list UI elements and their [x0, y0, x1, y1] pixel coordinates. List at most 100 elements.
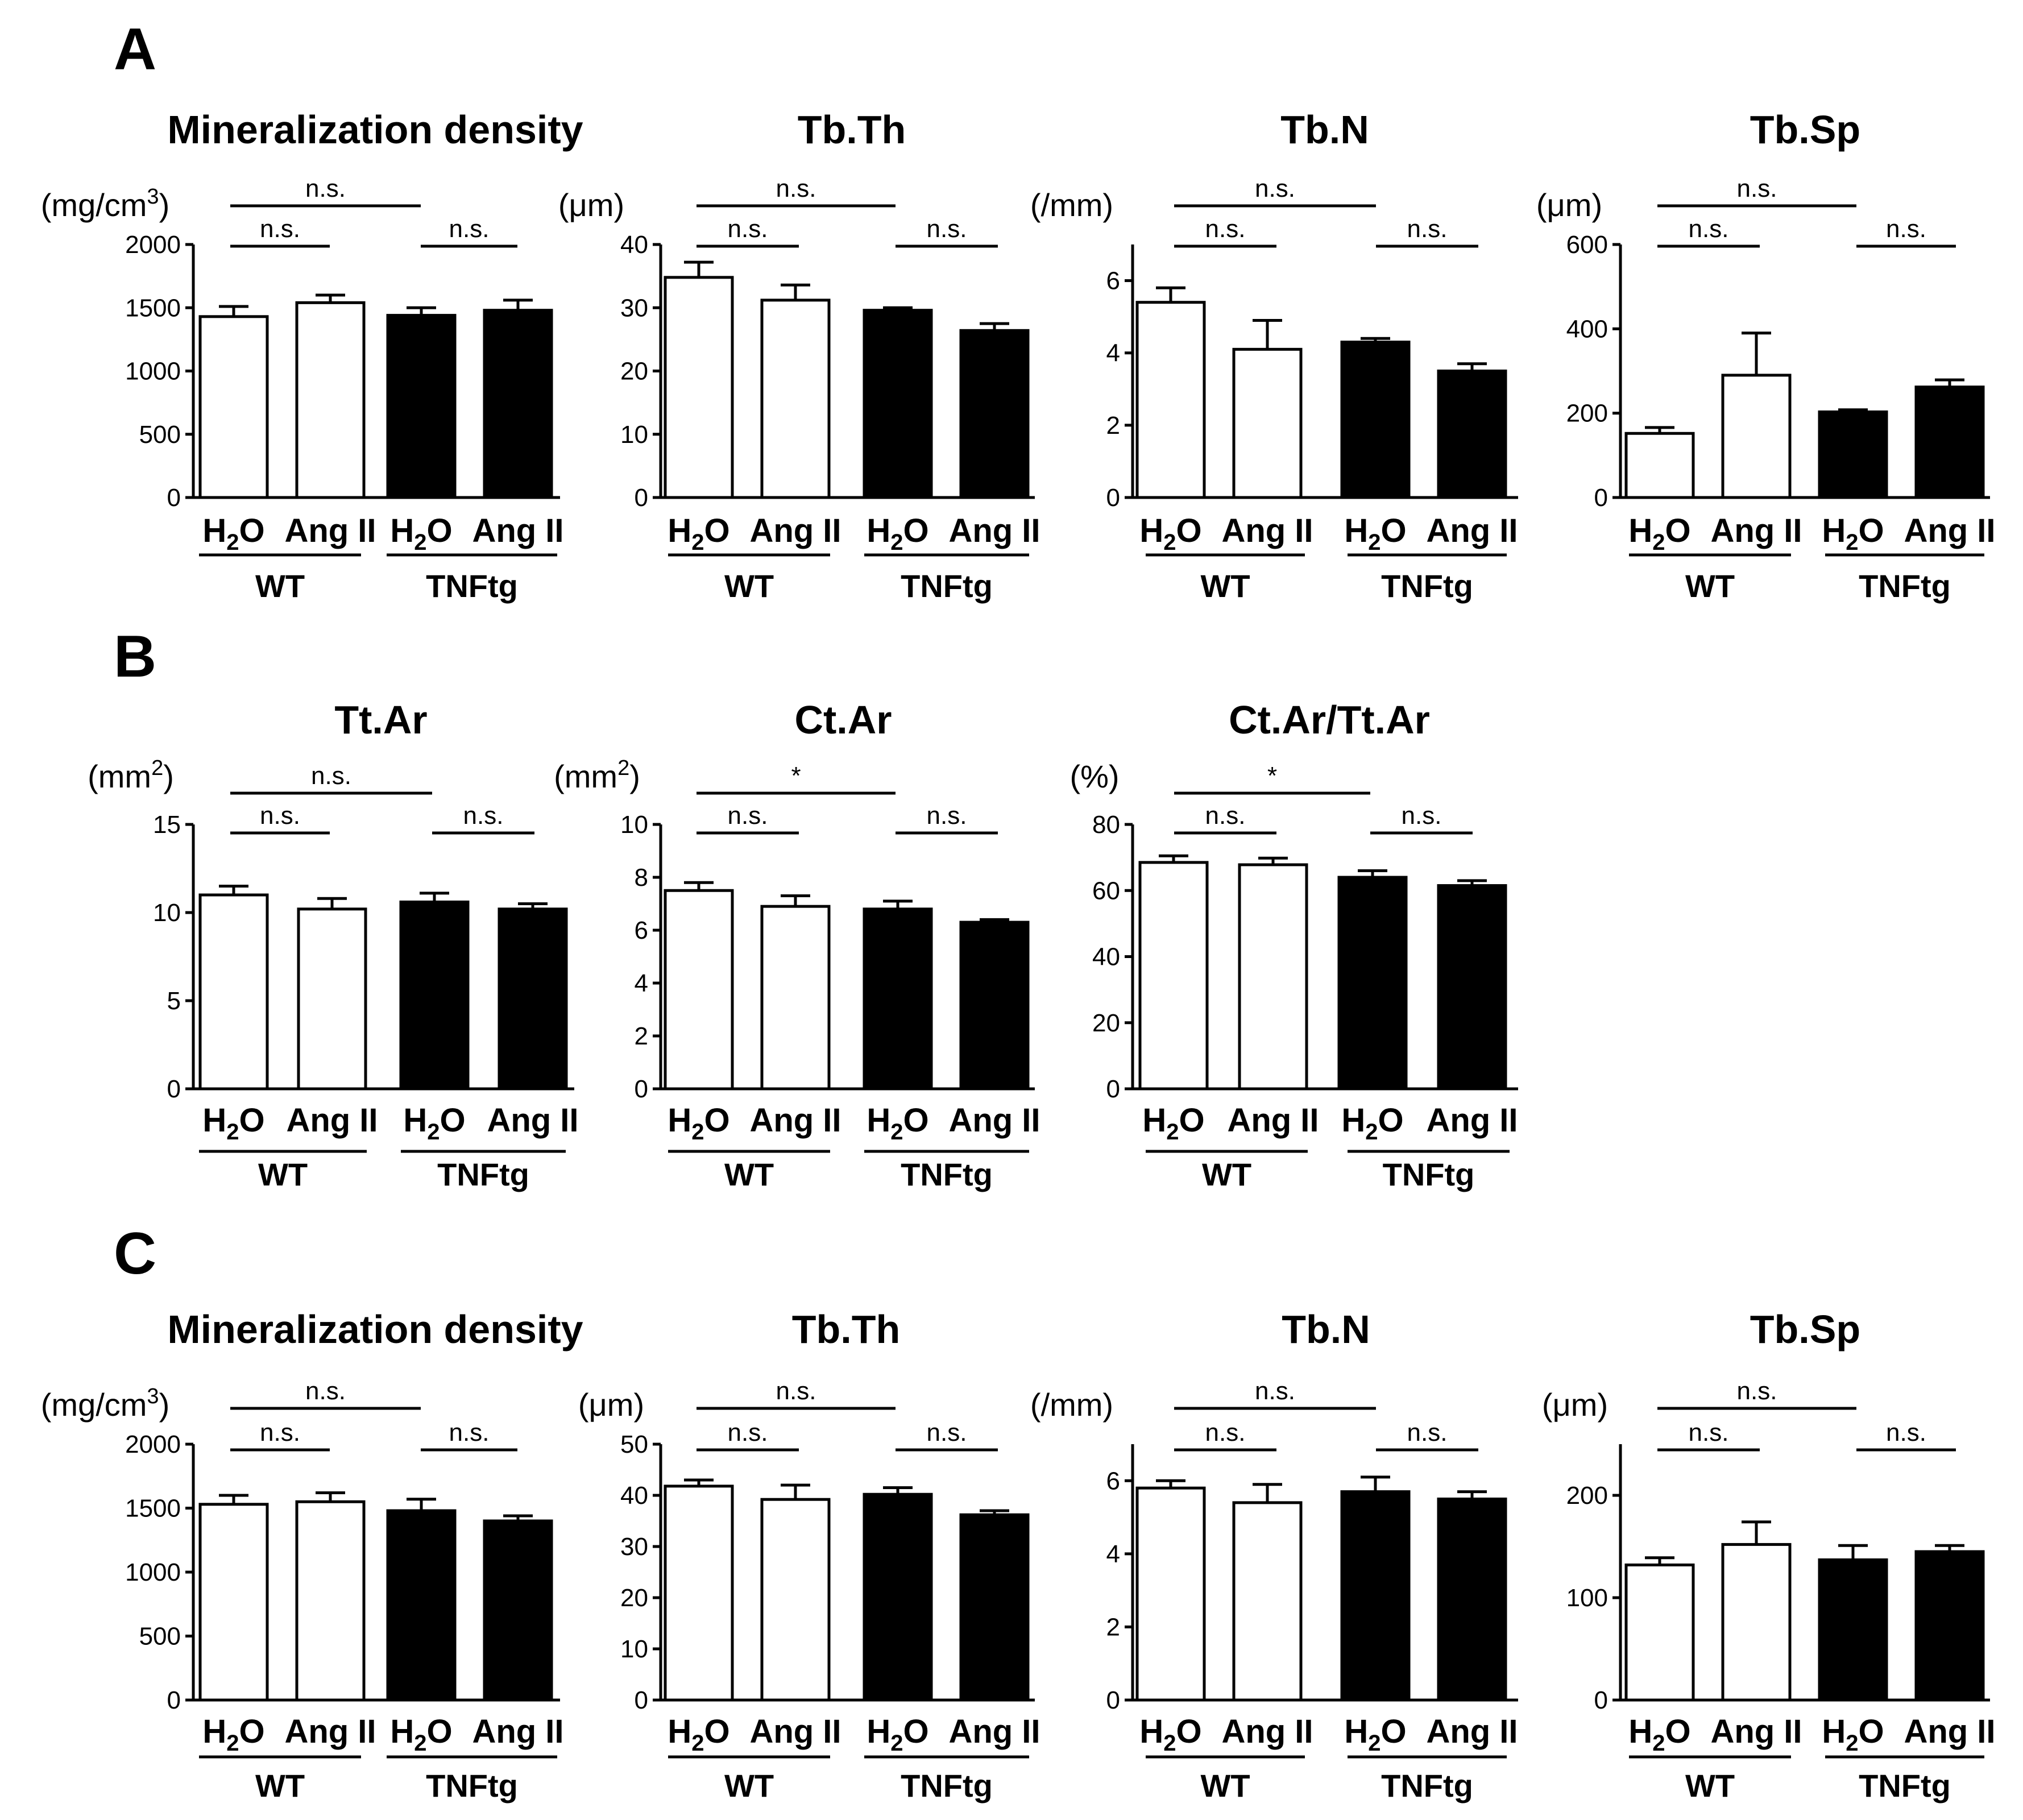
chart-8: Mineralization density (mg/cm3) 0 500 1000 15…	[41, 1307, 583, 1804]
x-category-label: Ang II	[1710, 1713, 1802, 1750]
bar	[1437, 370, 1507, 499]
x-category-label: Ang II	[1221, 512, 1313, 549]
significance-label: n.s.	[311, 762, 351, 790]
chart-title: Mineralization density	[167, 1307, 583, 1351]
x-category-label: Ang II	[1904, 512, 1995, 549]
bar	[760, 905, 831, 1091]
y-tick-label: 500	[139, 1623, 181, 1651]
y-tick-label: 6	[635, 917, 648, 944]
bar	[1914, 385, 1985, 499]
bar	[1624, 1563, 1695, 1702]
chart-11: Tb.Sp (μm) 0 100 200 H2O Ang II H2O Ang II WT TNFt…	[1542, 1307, 1996, 1804]
y-tick-label: 10	[153, 899, 181, 927]
y-tick-label: 6	[1106, 267, 1120, 295]
y-tick-label: 2	[1106, 1613, 1120, 1641]
x-category-label: Ang II	[948, 1102, 1040, 1139]
x-category-label: Ang II	[284, 512, 376, 549]
x-category-label: H2O	[1628, 1713, 1690, 1756]
significance-label: *	[791, 762, 801, 790]
significance-label: n.s.	[1205, 215, 1246, 243]
y-tick-label: 0	[167, 1686, 181, 1714]
x-category-label: H2O	[867, 1713, 928, 1756]
charts: Mineralization density(mg/cm3)0500100015…	[41, 107, 1996, 1804]
significance-label: n.s.	[1886, 215, 1926, 243]
significance-label: n.s.	[1255, 175, 1295, 202]
y-tick-label: 40	[620, 1482, 648, 1510]
significance-label: n.s.	[1407, 215, 1448, 243]
bar	[399, 900, 470, 1091]
group-label: TNFtg	[426, 568, 518, 604]
bar	[863, 1493, 933, 1702]
x-category-label: H2O	[668, 1713, 729, 1756]
significance-label: n.s.	[449, 215, 490, 243]
bar	[959, 329, 1030, 499]
bar	[760, 1498, 831, 1702]
group-label: TNFtg	[901, 568, 993, 604]
y-tick-label: 0	[167, 484, 181, 512]
y-tick-label: 0	[1106, 1686, 1120, 1714]
y-axis-unit: (μm)	[578, 1387, 644, 1423]
x-category-label: H2O	[1139, 1713, 1201, 1756]
bar	[664, 276, 734, 499]
significance-label: n.s.	[1407, 1419, 1448, 1446]
y-axis-unit: (mm2)	[88, 756, 174, 794]
y-tick-label: 600	[1566, 231, 1608, 259]
x-category-label: Ang II	[1426, 1713, 1518, 1750]
bar	[483, 1519, 553, 1702]
chart-title: Tb.N	[1280, 107, 1369, 152]
y-tick-label: 2	[1106, 412, 1120, 440]
significance-label: n.s.	[260, 215, 300, 243]
y-tick-label: 30	[620, 1533, 648, 1561]
bar	[297, 907, 367, 1091]
y-tick-label: 1500	[125, 1495, 181, 1523]
significance-label: n.s.	[463, 802, 504, 830]
y-axis-unit: (mm2)	[554, 756, 640, 794]
chart-title: Tb.Th	[798, 107, 906, 152]
group-label: TNFtg	[426, 1768, 518, 1804]
x-category-label: H2O	[1822, 512, 1884, 555]
bar	[1340, 1490, 1411, 1702]
significance-label: n.s.	[305, 175, 346, 202]
significance-label: n.s.	[776, 1377, 816, 1405]
y-tick-label: 0	[635, 1075, 648, 1103]
bar	[198, 1503, 269, 1702]
x-category-label: H2O	[403, 1102, 465, 1145]
chart-9: Tb.Th (μm) 0 10 20 30 40 50 H2O Ang II H2O Ang II WT…	[578, 1307, 1040, 1804]
bar	[664, 889, 734, 1091]
y-tick-label: 100	[1566, 1584, 1608, 1612]
y-tick-label: 10	[620, 811, 648, 839]
y-tick-label: 0	[167, 1075, 181, 1103]
bar	[664, 1485, 734, 1702]
group-label: WT	[724, 568, 774, 604]
y-tick-label: 80	[1092, 811, 1120, 839]
group-label: TNFtg	[901, 1768, 993, 1804]
significance-label: n.s.	[1689, 1419, 1729, 1446]
y-axis-unit: (/mm)	[1030, 187, 1113, 223]
x-category-label: H2O	[867, 512, 928, 555]
bar	[959, 921, 1030, 1091]
x-category-label: Ang II	[1227, 1102, 1319, 1139]
y-axis-unit: (μm)	[1542, 1387, 1608, 1423]
y-tick-label: 2	[635, 1022, 648, 1050]
bar	[295, 301, 366, 499]
y-tick-label: 4	[1106, 1540, 1120, 1568]
significance-label: n.s.	[1737, 1377, 1777, 1405]
y-tick-label: 500	[139, 421, 181, 449]
group-label: WT	[724, 1768, 774, 1804]
bar	[1337, 876, 1408, 1091]
bar	[1914, 1550, 1985, 1702]
chart-6: Ct.Ar (mm2) 0 2 4 6 8 10 H2O Ang II H2O Ang II WT TNF…	[554, 698, 1040, 1192]
group-label: TNFtg	[437, 1156, 529, 1192]
chart-4: Tb.Sp (μm) 0 200 400 600 H2O Ang II H2O Ang II WT T…	[1536, 107, 1996, 604]
group-label: WT	[724, 1156, 774, 1192]
x-category-label: Ang II	[286, 1102, 378, 1139]
x-category-label: Ang II	[487, 1102, 578, 1139]
significance-label: n.s.	[776, 175, 816, 202]
y-tick-label: 0	[1594, 1686, 1608, 1714]
x-category-label: Ang II	[749, 512, 841, 549]
x-category-label: H2O	[1341, 1102, 1403, 1145]
bar	[1340, 341, 1411, 499]
group-label: WT	[255, 568, 305, 604]
significance-label: n.s.	[260, 802, 300, 830]
x-category-label: Ang II	[472, 512, 563, 549]
